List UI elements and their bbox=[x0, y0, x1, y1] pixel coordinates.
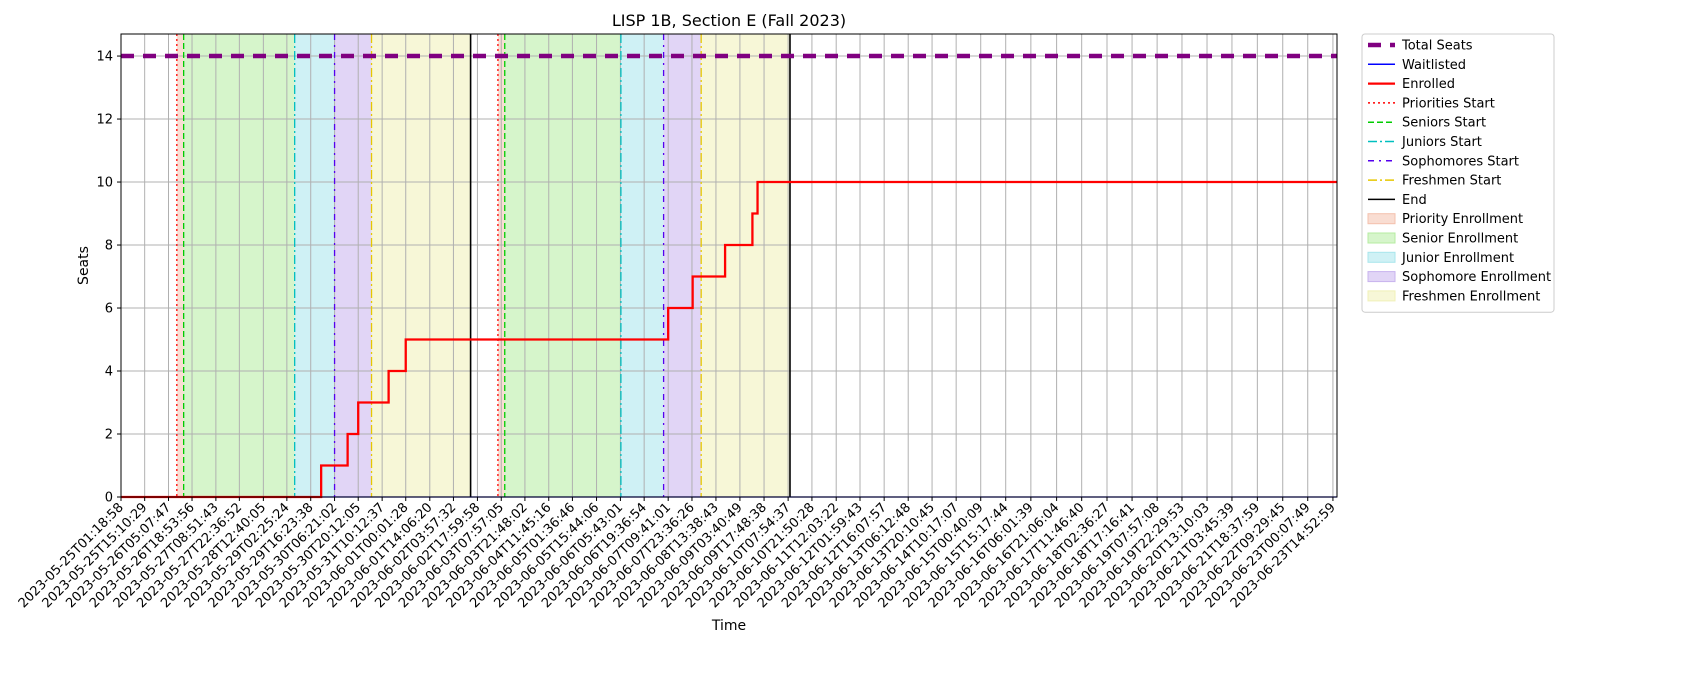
priority-enrollment-region bbox=[176, 34, 184, 497]
priority-enrollment-legend-label: Priority Enrollment bbox=[1402, 212, 1523, 227]
total-seats-legend-label: Total Seats bbox=[1401, 39, 1473, 54]
y-tick-label: 10 bbox=[96, 176, 113, 191]
y-tick-label: 12 bbox=[96, 113, 113, 128]
enrolled-legend-label: Enrolled bbox=[1402, 77, 1455, 92]
y-tick-label: 2 bbox=[105, 428, 113, 443]
freshmen-enrollment-legend-swatch bbox=[1367, 290, 1396, 302]
sophomore-enrollment-region bbox=[334, 34, 372, 497]
freshmen-enrollment-region bbox=[371, 34, 471, 497]
senior-enrollment-legend-label: Senior Enrollment bbox=[1402, 232, 1518, 247]
waitlisted-legend-label: Waitlisted bbox=[1402, 58, 1466, 73]
junior-enrollment-legend-label: Junior Enrollment bbox=[1401, 251, 1514, 266]
y-tick-label: 0 bbox=[105, 491, 113, 506]
plot-frame bbox=[120, 33, 1338, 498]
freshmen-enrollment-legend-label: Freshmen Enrollment bbox=[1402, 289, 1540, 304]
seniors-start-legend-label: Seniors Start bbox=[1402, 116, 1486, 131]
priorities-start-legend-label: Priorities Start bbox=[1402, 96, 1495, 111]
freshmen-enrollment-region bbox=[701, 34, 790, 497]
x-axis: 2023-05-25T01:18:582023-05-25T15:10:2920… bbox=[16, 497, 1339, 611]
priority-enrollment-legend-swatch bbox=[1367, 213, 1396, 225]
senior-enrollment-region bbox=[504, 34, 621, 497]
sophomores-start-legend-label: Sophomores Start bbox=[1402, 154, 1519, 169]
senior-enrollment-legend-swatch bbox=[1367, 232, 1396, 244]
y-tick-label: 8 bbox=[105, 239, 113, 254]
junior-enrollment-region bbox=[620, 34, 664, 497]
grid bbox=[120, 34, 1337, 498]
y-axis-label: Seats bbox=[76, 246, 92, 285]
juniors-start-legend-label: Juniors Start bbox=[1401, 135, 1482, 150]
enrolled-line bbox=[121, 180, 1337, 499]
sophomore-enrollment-legend-label: Sophomore Enrollment bbox=[1402, 270, 1551, 285]
sophomore-enrollment-region bbox=[663, 34, 702, 497]
junior-enrollment-region bbox=[294, 34, 335, 497]
y-axis: 0 2 4 6 8 10 12 14 bbox=[96, 50, 121, 506]
y-tick-label: 6 bbox=[105, 302, 113, 317]
junior-enrollment-legend-swatch bbox=[1367, 251, 1396, 263]
x-axis-label: Time bbox=[711, 618, 746, 634]
y-tick-label: 14 bbox=[96, 50, 113, 65]
freshmen-start-legend-label: Freshmen Start bbox=[1402, 174, 1501, 189]
sophomore-enrollment-legend-swatch bbox=[1367, 271, 1396, 283]
legend-box bbox=[1361, 33, 1555, 313]
y-tick-label: 4 bbox=[105, 365, 113, 380]
end-legend-label: End bbox=[1402, 193, 1427, 208]
phase-markers bbox=[176, 34, 791, 497]
legend: Total Seats Waitlisted Enrolled Priorities … bbox=[1361, 33, 1555, 313]
chart-title: LISP 1B, Section E (Fall 2023) bbox=[612, 11, 846, 30]
